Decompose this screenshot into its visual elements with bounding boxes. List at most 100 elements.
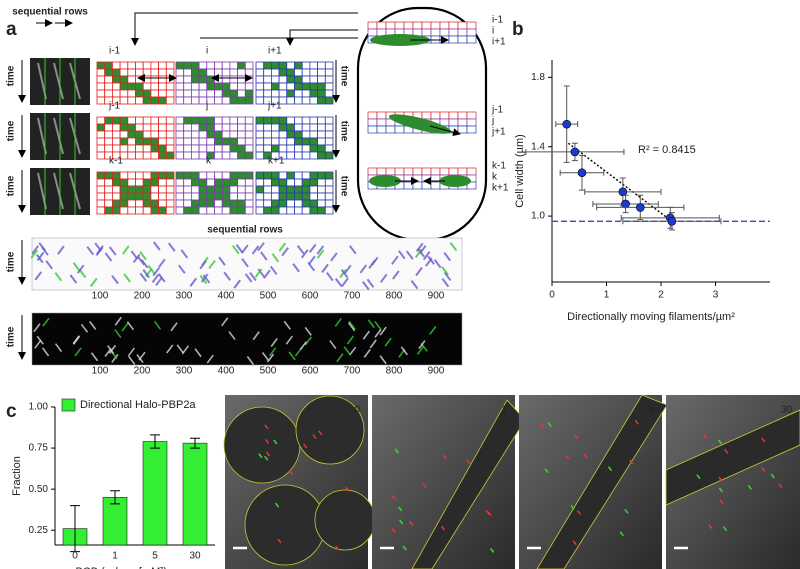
grid-cell <box>158 130 167 139</box>
grid-cell <box>104 185 113 194</box>
streak <box>42 317 50 327</box>
cell-grid <box>394 125 405 134</box>
grid-cell <box>317 82 326 91</box>
kymo-tick: 700 <box>344 366 361 377</box>
grid-cell <box>286 82 295 91</box>
grid-cell <box>244 137 254 146</box>
streak <box>53 117 64 155</box>
streak <box>86 246 95 256</box>
grid-cell <box>165 89 175 98</box>
grid-cell <box>119 192 129 201</box>
grid-cell <box>135 171 144 180</box>
grid-cell <box>221 151 231 160</box>
grid-cell <box>278 123 288 132</box>
grid-cell <box>112 192 121 201</box>
grid-cell <box>135 178 144 187</box>
grid-cell <box>214 151 223 160</box>
grid-cell <box>324 89 334 98</box>
grid-cell <box>198 206 208 215</box>
grid-cell <box>294 61 303 70</box>
y-tick-label: 0.50 <box>29 484 49 495</box>
cell-grid <box>385 167 396 176</box>
grid-cell <box>317 137 326 146</box>
streak <box>362 330 370 340</box>
grid-cell <box>190 68 200 77</box>
grid-cell <box>104 82 113 91</box>
streak <box>57 245 65 255</box>
grid-cell <box>142 171 152 180</box>
streak <box>139 272 148 282</box>
grid-cell <box>278 137 288 146</box>
particle <box>265 451 271 457</box>
grid-cell <box>165 130 175 139</box>
streak <box>94 242 102 252</box>
particle <box>318 430 323 436</box>
grid-cell <box>96 185 106 194</box>
grid-cell <box>317 123 326 132</box>
kymo-tick: 500 <box>260 366 277 377</box>
point <box>635 203 645 212</box>
grid-cell <box>324 144 334 153</box>
grid-cell <box>150 206 159 215</box>
y-tick-label: 1.0 <box>531 211 545 222</box>
grid-cell <box>96 192 106 201</box>
grid-cell <box>221 137 231 146</box>
particle <box>312 434 317 440</box>
grid-cell <box>309 116 318 125</box>
particle <box>761 437 766 443</box>
kymo-tick: 200 <box>134 291 151 302</box>
grid-cell <box>165 185 175 194</box>
cell-grid <box>457 167 468 176</box>
grid-cell <box>317 96 326 105</box>
cell-grid <box>421 28 432 37</box>
grid-cell <box>270 178 280 187</box>
grid-cell <box>229 192 238 201</box>
grid-cell <box>237 192 246 201</box>
grid-cell <box>158 89 167 98</box>
streak <box>177 264 186 274</box>
grid-cell <box>237 199 246 208</box>
grid-cell <box>255 206 265 215</box>
grid-cell <box>198 185 208 194</box>
particle <box>583 453 588 459</box>
grid-cell <box>255 144 265 153</box>
grid-cell <box>150 178 159 187</box>
grid-cell <box>183 137 192 146</box>
grid-cell <box>175 178 185 187</box>
particle <box>718 476 723 482</box>
grid-cell <box>206 123 215 132</box>
particle <box>722 526 728 531</box>
cell <box>223 406 301 484</box>
grid-cell <box>127 96 136 105</box>
grid-cell <box>294 130 303 139</box>
grid-cell <box>237 178 246 187</box>
grid-cell <box>190 199 200 208</box>
grid-cell <box>278 171 288 180</box>
particle <box>708 524 713 530</box>
grid-cell <box>255 75 265 84</box>
grid-cell <box>214 68 223 77</box>
grid-cell <box>309 199 318 208</box>
grid-cell <box>150 151 159 160</box>
grid-cell <box>229 185 238 194</box>
grid-cell <box>221 82 231 91</box>
grid-cell <box>270 89 280 98</box>
streak <box>308 243 317 253</box>
cell-grid <box>367 125 378 134</box>
grid-cell <box>237 116 246 125</box>
grid-cell <box>127 82 136 91</box>
grid-cell <box>229 89 238 98</box>
grid-cell <box>135 192 144 201</box>
streak <box>344 264 352 274</box>
grid-cell <box>183 89 192 98</box>
particle <box>442 454 447 460</box>
grid-cell <box>244 130 254 139</box>
grid-cell <box>301 68 311 77</box>
grid-cell <box>127 116 136 125</box>
cell-grid <box>367 21 378 30</box>
grid-cell <box>270 206 280 215</box>
bar <box>182 442 208 546</box>
grid-cell <box>237 123 246 132</box>
grid-cell <box>309 144 318 153</box>
row-label: i+1 <box>492 37 506 48</box>
